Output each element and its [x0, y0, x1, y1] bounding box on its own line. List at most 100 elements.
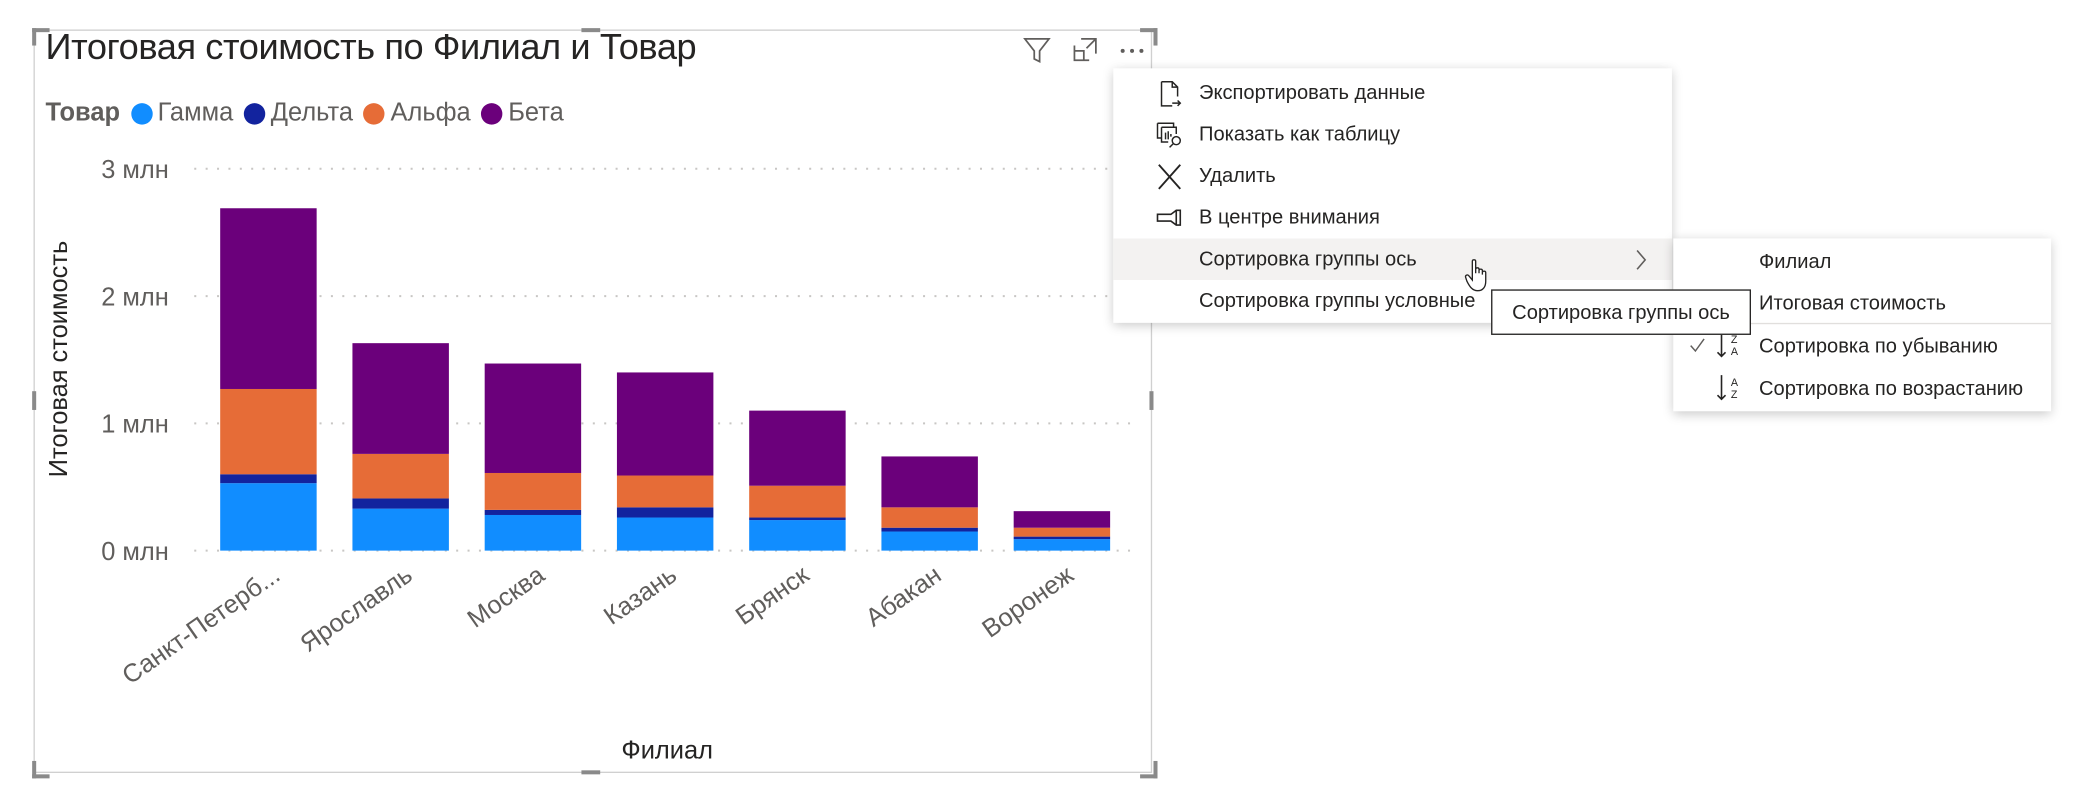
bar-segment[interactable] — [881, 527, 978, 532]
y-tick-label: 0 млн — [101, 538, 169, 566]
menu-item-sort-axis[interactable]: Сортировка группы ось — [1113, 238, 1672, 280]
resize-handle-bottom[interactable] — [581, 770, 601, 775]
bar-segment[interactable] — [352, 343, 449, 454]
stacked-bar-chart: 0 млн 1 млн 2 млн 3 млн Санкт-Петерб... Яросл… — [45, 156, 1137, 764]
bar-segment[interactable] — [1013, 527, 1111, 537]
bar-segment[interactable] — [484, 514, 582, 551]
legend-item-beta[interactable]: Бета — [481, 99, 564, 128]
submenu-item-label: Филиал — [1759, 250, 1832, 274]
spotlight-icon — [1156, 209, 1182, 226]
legend-dot — [243, 103, 266, 125]
x-tick-label: Воронеж — [977, 561, 1079, 644]
submenu-item-label: Сортировка по убыванию — [1759, 334, 1998, 358]
x-tick-label: Абакан — [861, 561, 947, 633]
resize-handle-bl[interactable] — [32, 760, 50, 779]
menu-item-label: Удалить — [1199, 164, 1276, 188]
svg-text:A: A — [1731, 346, 1739, 358]
bar-segment[interactable] — [220, 474, 317, 484]
svg-text:Z: Z — [1731, 334, 1738, 346]
bar-segment[interactable] — [749, 410, 846, 486]
legend-label: Гамма — [157, 99, 234, 128]
bar-segment[interactable] — [749, 485, 846, 518]
x-tick-label: Санкт-Петерб... — [117, 561, 285, 690]
resize-handle-left[interactable] — [32, 391, 37, 410]
more-options-icon[interactable] — [1117, 35, 1146, 64]
x-axis-title: Филиал — [621, 736, 713, 764]
menu-item-label: Сортировка группы условные — [1199, 289, 1476, 313]
sort-ascending-icon: AZ — [1716, 375, 1739, 401]
bar-segment[interactable] — [1013, 536, 1111, 540]
submenu-item-total-cost[interactable]: Итоговая стоимость — [1673, 283, 2051, 325]
x-tick-label: Москва — [463, 560, 551, 633]
menu-item-label: Сортировка группы ось — [1199, 247, 1417, 271]
resize-handle-right[interactable] — [1149, 391, 1154, 410]
bar-segment[interactable] — [484, 509, 582, 515]
bar-segment[interactable] — [616, 507, 714, 518]
bar-segment[interactable] — [616, 517, 714, 551]
x-tick-label: Брянск — [731, 560, 815, 631]
legend-item-delta[interactable]: Дельта — [243, 99, 353, 128]
x-tick-label: Казань — [599, 561, 682, 631]
bar-segment[interactable] — [484, 472, 582, 510]
bar-segment[interactable] — [484, 363, 582, 473]
y-axis-title: Итоговая стоимость — [45, 241, 73, 478]
hand-cursor-icon — [1464, 259, 1487, 292]
submenu-item-label: Сортировка по возрастанию — [1759, 377, 2024, 401]
bar-segment[interactable] — [352, 453, 449, 499]
bar-segment[interactable] — [1013, 511, 1111, 528]
submenu-item-label: Итоговая стоимость — [1759, 292, 1946, 315]
bar-segment[interactable] — [881, 507, 978, 528]
menu-item-label: Показать как таблицу — [1199, 123, 1401, 147]
resize-handle-br[interactable] — [1140, 760, 1158, 779]
chevron-right-icon — [1636, 250, 1647, 270]
submenu-item-branch[interactable]: Филиал — [1673, 241, 2051, 283]
y-tick-label: 3 млн — [101, 156, 169, 184]
y-tick-label: 1 млн — [101, 411, 169, 439]
bar-segment[interactable] — [220, 208, 317, 389]
bar-segment[interactable] — [616, 372, 714, 476]
bar-segment[interactable] — [749, 517, 846, 521]
legend-dot — [363, 103, 386, 125]
menu-item-remove[interactable]: Удалить — [1113, 155, 1672, 197]
bar-segment[interactable] — [616, 475, 714, 508]
bar-segment[interactable] — [220, 388, 317, 475]
legend-title: Товар — [45, 99, 121, 128]
bar-segment[interactable] — [352, 498, 449, 509]
close-icon — [1158, 164, 1181, 190]
legend-item-alfa[interactable]: Альфа — [363, 99, 471, 128]
sort-descending-icon: ZA — [1716, 332, 1739, 358]
context-menu: Экспортировать данные Показать как табли… — [1113, 68, 1672, 323]
svg-text:A: A — [1731, 377, 1739, 389]
bar-segment[interactable] — [881, 531, 978, 551]
menu-item-label: Экспортировать данные — [1199, 81, 1426, 105]
resize-handle-top[interactable] — [581, 28, 601, 33]
bar-segment[interactable] — [881, 456, 978, 508]
menu-item-label: В центре внимания — [1199, 206, 1380, 230]
bar-segment[interactable] — [352, 508, 449, 551]
visual-title: Итоговая стоимость по Филиал и Товар — [45, 26, 697, 67]
svg-text:Z: Z — [1731, 389, 1738, 401]
bar-segment[interactable] — [749, 520, 846, 551]
resize-handle-tl[interactable] — [32, 28, 50, 46]
bar-segment[interactable] — [220, 483, 317, 551]
menu-item-spotlight[interactable]: В центре внимания — [1113, 197, 1672, 239]
focus-mode-icon[interactable] — [1070, 35, 1099, 64]
legend-label: Бета — [508, 99, 564, 128]
x-tick-label: Ярославль — [295, 561, 417, 658]
checkmark-icon — [1690, 338, 1705, 353]
filter-icon[interactable] — [1022, 35, 1051, 64]
y-tick-label: 2 млн — [101, 283, 169, 311]
resize-handle-tr[interactable] — [1140, 28, 1158, 46]
legend-label: Дельта — [270, 99, 353, 128]
tooltip: Сортировка группы ось — [1491, 289, 1751, 335]
menu-item-export[interactable]: Экспортировать данные — [1113, 72, 1672, 114]
export-icon — [1160, 80, 1182, 107]
menu-item-sort-legend[interactable]: Сортировка группы условные — [1113, 280, 1672, 322]
legend-dot — [481, 103, 503, 125]
bar-segment[interactable] — [1013, 539, 1111, 551]
menu-item-show-table[interactable]: Показать как таблицу — [1113, 114, 1672, 156]
legend: Товар Гамма Дельта Альфа Бета — [46, 99, 575, 128]
legend-item-gamma[interactable]: Гамма — [130, 99, 234, 128]
